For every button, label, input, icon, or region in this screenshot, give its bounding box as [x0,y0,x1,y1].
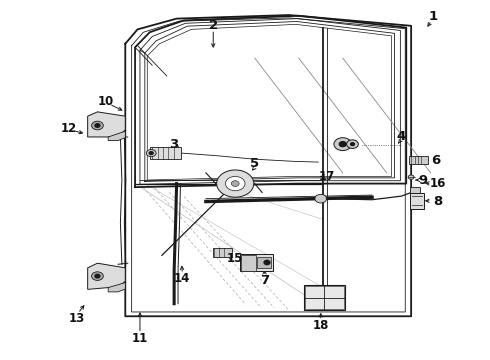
Bar [257,257,271,268]
Text: 12: 12 [61,122,77,135]
Polygon shape [108,131,125,140]
Bar [304,285,345,310]
Circle shape [95,124,100,127]
Bar [305,286,343,309]
Text: 18: 18 [313,319,329,332]
Bar [240,254,273,271]
Polygon shape [88,112,125,137]
Text: 11: 11 [132,332,148,345]
Text: 6: 6 [431,154,440,167]
Circle shape [225,176,245,191]
Circle shape [95,274,100,278]
Bar [410,193,424,209]
Circle shape [92,272,103,280]
Text: 3: 3 [170,138,179,150]
Text: 17: 17 [319,170,335,183]
Text: 4: 4 [397,130,406,144]
Text: 16: 16 [430,177,446,190]
Text: 1: 1 [429,10,438,23]
Bar [410,187,420,196]
Text: 8: 8 [433,195,442,208]
Polygon shape [88,263,125,289]
Text: 5: 5 [250,157,259,170]
Circle shape [149,152,153,154]
Circle shape [408,175,414,179]
Text: 2: 2 [209,19,218,32]
Circle shape [334,138,351,150]
Circle shape [315,194,327,203]
Bar [213,248,232,257]
Text: 7: 7 [260,274,269,287]
Circle shape [231,181,239,186]
Bar [150,147,181,159]
Bar [241,255,256,271]
Bar [409,156,428,164]
Text: 14: 14 [173,272,190,285]
Polygon shape [108,283,125,292]
Circle shape [339,141,346,147]
Circle shape [147,149,156,157]
Polygon shape [147,24,392,180]
Circle shape [346,140,358,148]
Text: 15: 15 [227,252,244,265]
Circle shape [264,260,270,265]
Text: 13: 13 [68,311,85,325]
Text: 9: 9 [419,174,428,186]
Circle shape [350,143,354,145]
Text: 10: 10 [98,95,114,108]
Circle shape [217,170,254,197]
Circle shape [92,121,103,130]
